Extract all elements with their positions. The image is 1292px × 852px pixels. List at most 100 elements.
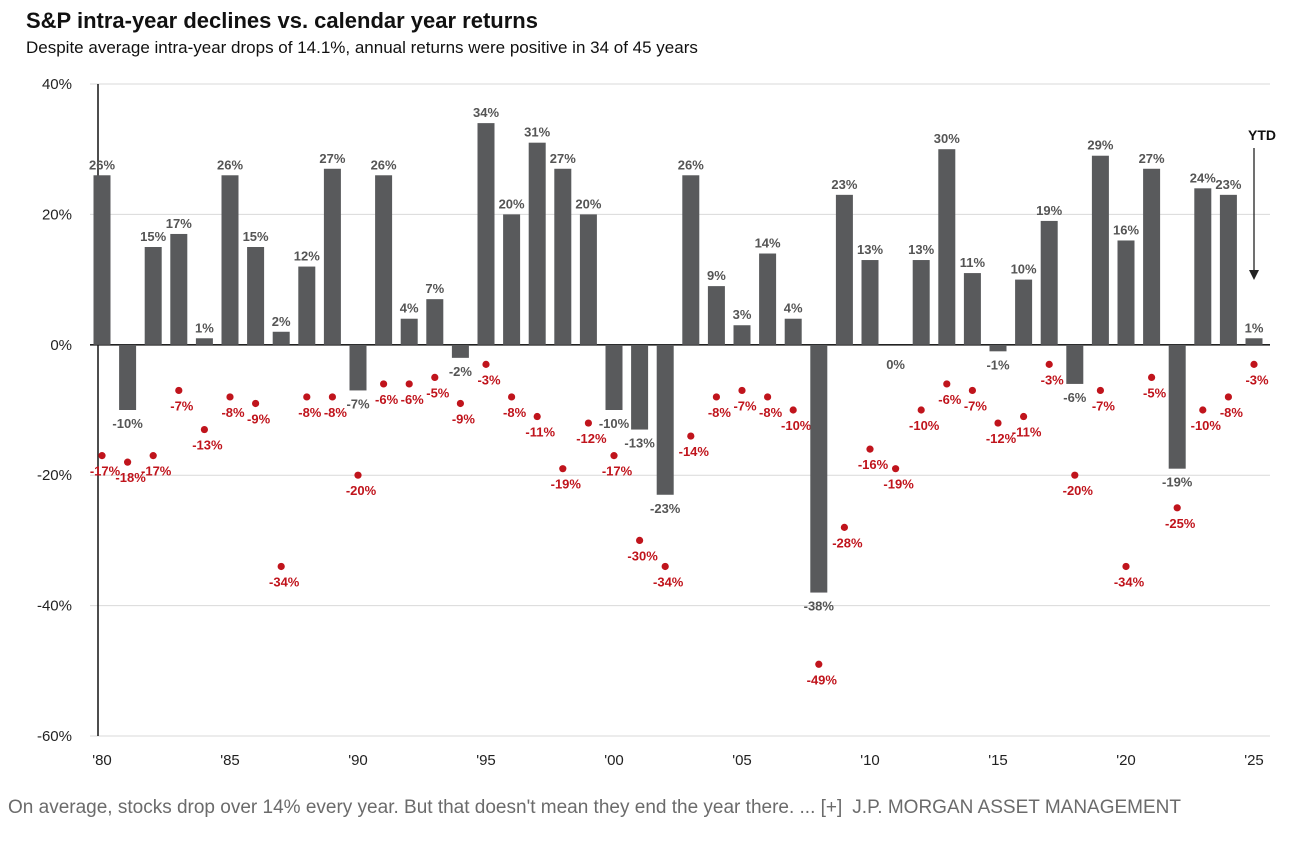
return-label: 20% — [575, 196, 601, 211]
decline-dot — [1148, 373, 1156, 381]
return-label: 10% — [1011, 262, 1037, 277]
decline-dot — [1122, 562, 1130, 571]
decline-dot — [789, 406, 797, 414]
decline-label: -10% — [909, 418, 940, 433]
return-bar — [631, 344, 649, 430]
decline-label: -19% — [551, 477, 582, 492]
return-bar — [195, 338, 213, 345]
return-bar — [451, 344, 469, 358]
decline-label: -17% — [90, 464, 121, 479]
return-label: 14% — [755, 236, 781, 251]
decline-label: -7% — [733, 398, 757, 413]
return-label: -19% — [1162, 475, 1193, 490]
return-bar — [963, 273, 981, 345]
decline-dot — [1224, 393, 1232, 401]
decline-dot — [559, 465, 567, 473]
decline-label: -34% — [1114, 574, 1145, 589]
return-label: 12% — [294, 249, 320, 264]
decline-label: -13% — [192, 438, 223, 453]
return-label: 13% — [908, 242, 934, 257]
decline-dot — [456, 399, 464, 408]
return-label: -10% — [112, 416, 143, 431]
return-label: 26% — [371, 157, 397, 172]
return-label: 1% — [195, 320, 214, 335]
decline-dot — [354, 471, 362, 479]
return-label: 23% — [1215, 177, 1241, 192]
return-bar — [989, 344, 1007, 352]
decline-label: -3% — [1245, 372, 1269, 387]
decline-dot — [98, 452, 106, 460]
return-bar — [247, 247, 265, 345]
decline-dot — [252, 399, 260, 408]
decline-label: -11% — [1012, 425, 1042, 440]
return-bar — [1143, 168, 1161, 345]
decline-dot — [738, 386, 746, 395]
decline-label: -7% — [964, 398, 988, 413]
decline-label: -8% — [324, 405, 348, 420]
return-bar — [221, 175, 239, 345]
decline-label: -17% — [141, 464, 172, 479]
decline-dot — [200, 425, 208, 434]
return-bar — [323, 168, 341, 345]
return-bar — [1117, 240, 1135, 345]
y-tick-label: -40% — [37, 598, 72, 615]
decline-dot — [712, 393, 721, 401]
return-bar — [93, 175, 111, 345]
return-bar — [656, 344, 674, 495]
decline-dot — [687, 432, 695, 440]
return-label: -6% — [1063, 390, 1087, 405]
decline-dot — [943, 380, 951, 388]
return-label: 7% — [425, 281, 444, 296]
decline-label: -6% — [375, 392, 399, 407]
return-bar — [528, 142, 546, 345]
return-bar — [835, 194, 853, 345]
return-bar — [1066, 344, 1084, 384]
return-bar — [119, 344, 137, 410]
decline-dot — [226, 393, 234, 401]
decline-label: -10% — [1191, 418, 1222, 433]
return-label: 26% — [678, 157, 704, 172]
return-bar — [1219, 194, 1237, 345]
y-tick-label: -60% — [37, 728, 72, 745]
decline-dot — [610, 452, 618, 460]
decline-dot — [175, 386, 183, 395]
return-label: 13% — [857, 242, 883, 257]
return-label: 34% — [473, 105, 499, 120]
return-label: 29% — [1087, 138, 1113, 153]
return-label: 2% — [272, 314, 291, 329]
return-label: -23% — [650, 501, 681, 516]
return-bar — [170, 233, 188, 345]
return-label: 20% — [499, 196, 525, 211]
decline-label: -20% — [1063, 483, 1094, 498]
x-tick-label: '90 — [348, 752, 368, 769]
decline-label: -8% — [759, 405, 783, 420]
decline-dot — [431, 373, 439, 381]
x-tick-label: '05 — [732, 752, 752, 769]
return-bar — [426, 299, 444, 345]
decline-label: -7% — [1092, 398, 1116, 413]
return-bar — [272, 331, 290, 345]
decline-label: -9% — [452, 411, 476, 426]
return-bar — [784, 318, 802, 345]
decline-dot — [636, 536, 644, 545]
decline-label: -6% — [401, 392, 425, 407]
x-tick-label: '80 — [92, 752, 112, 769]
x-tick-label: '15 — [988, 752, 1008, 769]
return-label: -7% — [346, 396, 370, 411]
decline-label: -8% — [503, 405, 527, 420]
decline-dot — [405, 380, 413, 388]
decline-dot — [303, 393, 311, 401]
decline-dot — [968, 386, 977, 395]
return-label: -38% — [804, 599, 835, 614]
return-bar — [144, 247, 162, 345]
image-caption: On average, stocks drop over 14% every y… — [8, 794, 1238, 822]
chart-subtitle: Despite average intra-year drops of 14.1… — [26, 38, 698, 57]
decline-dot — [1020, 412, 1028, 421]
return-bar — [912, 260, 930, 345]
return-bar — [861, 260, 879, 345]
decline-dot — [994, 419, 1002, 427]
return-label: -10% — [599, 416, 630, 431]
decline-dot — [533, 412, 541, 421]
caption-text: On average, stocks drop over 14% every y… — [8, 797, 843, 818]
decline-label: -6% — [938, 392, 962, 407]
